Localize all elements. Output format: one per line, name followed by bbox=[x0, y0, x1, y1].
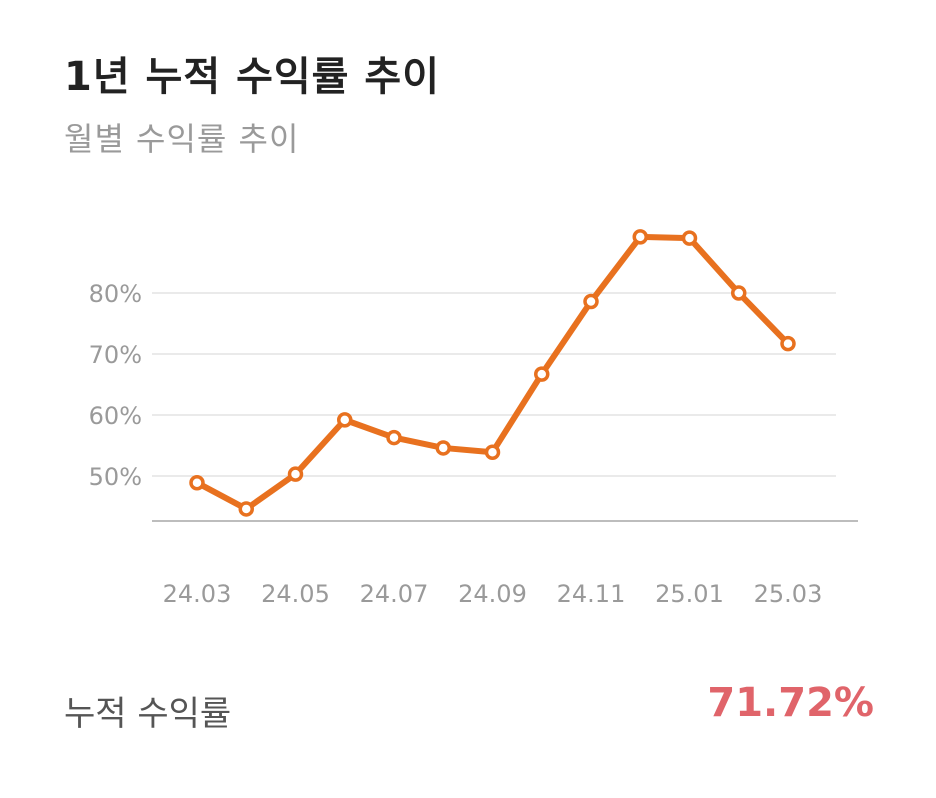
data-point-25.01 bbox=[681, 230, 698, 246]
chart-title: 1년 누적 수익률 추이 bbox=[64, 54, 441, 100]
line-chart: 50% 60% 70% 80% 24.03 24.05 24.07 24.09 24.11 25… bbox=[89, 229, 858, 608]
cumulative-return-label: 누적 수익률 bbox=[64, 694, 232, 734]
data-point-24.09 bbox=[484, 444, 501, 460]
y-tick-label: 60% bbox=[89, 402, 142, 430]
x-tick-label: 24.09 bbox=[458, 580, 527, 608]
y-tick-label: 80% bbox=[89, 280, 142, 308]
chart-subtitle: 월별 수익률 추이 bbox=[64, 120, 300, 158]
cumulative-return-value: 71.72% bbox=[707, 680, 874, 726]
series-line bbox=[194, 233, 791, 512]
data-point-24.06 bbox=[337, 412, 353, 428]
data-point-24.11 bbox=[583, 293, 599, 310]
data-point-24.08 bbox=[435, 440, 451, 456]
data-point-25.03 bbox=[780, 335, 796, 352]
data-point-24.07 bbox=[386, 429, 402, 446]
x-tick-label: 24.11 bbox=[557, 580, 626, 608]
data-point-24.03 bbox=[189, 474, 205, 491]
x-tick-label: 24.07 bbox=[360, 580, 429, 608]
data-point-24.04 bbox=[238, 501, 254, 517]
data-point-24.10 bbox=[534, 366, 550, 382]
data-point-24.05 bbox=[287, 466, 304, 482]
y-tick-label: 50% bbox=[89, 463, 142, 491]
x-tick-label: 24.05 bbox=[261, 580, 330, 608]
x-tick-label: 25.01 bbox=[655, 580, 724, 608]
data-point-24.12 bbox=[632, 229, 648, 245]
data-point-25.02 bbox=[731, 285, 747, 301]
y-tick-label: 70% bbox=[89, 341, 142, 369]
x-tick-label: 24.03 bbox=[163, 580, 232, 608]
x-tick-label: 25.03 bbox=[754, 580, 823, 608]
